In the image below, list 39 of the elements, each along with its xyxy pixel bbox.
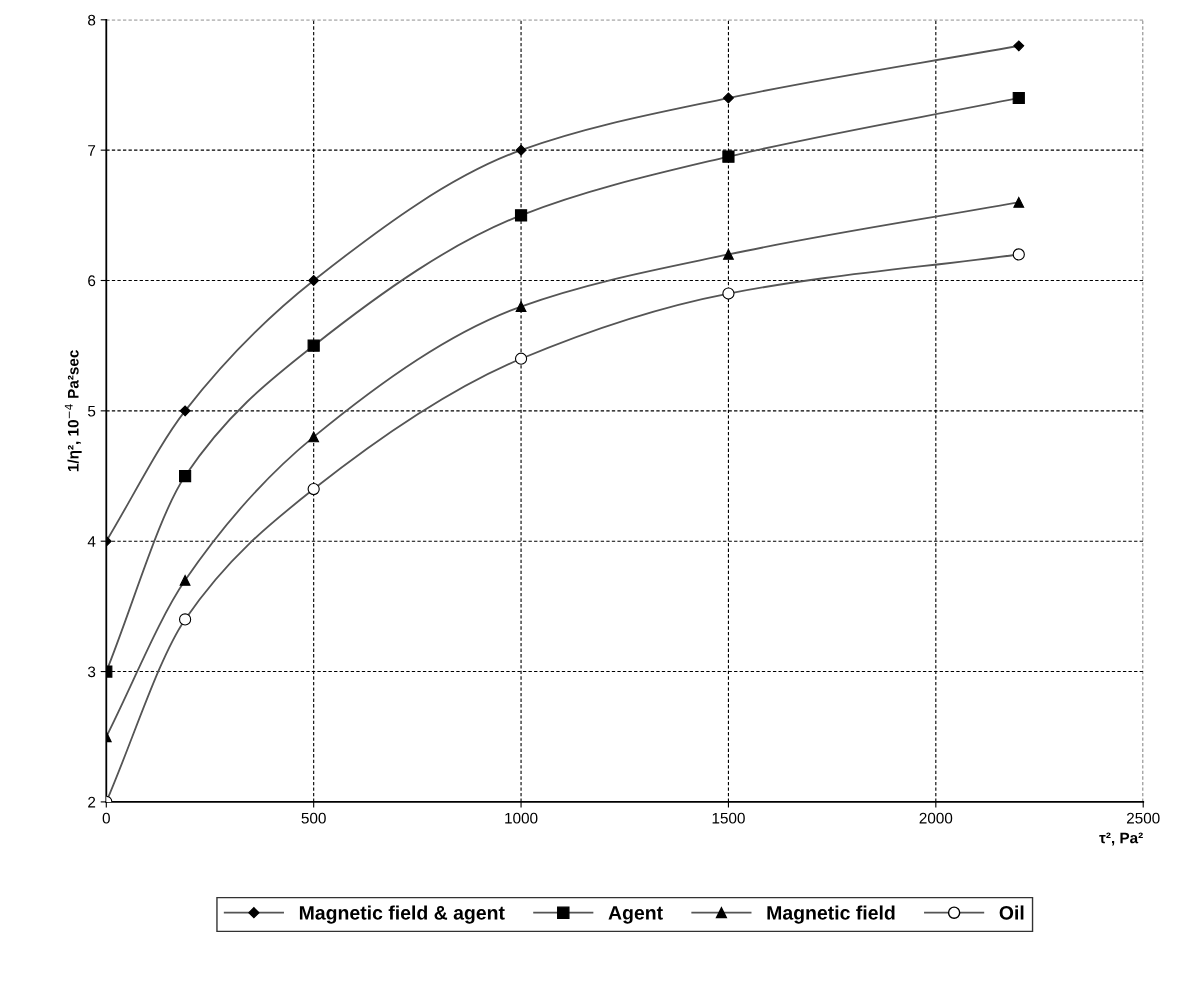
point	[1012, 248, 1025, 261]
point	[178, 469, 192, 483]
point	[179, 574, 191, 586]
y-tick-label: 2	[88, 796, 96, 808]
y-tick-label: 4	[87, 536, 96, 547]
point	[514, 352, 528, 365]
point	[515, 301, 527, 312]
legend-label: Magnetic field & agent	[299, 905, 505, 924]
y-axis-title: 1/η², 10$^{−4}$ Pa²sec	[64, 350, 82, 472]
y-tick-label: 6	[88, 275, 96, 287]
point	[308, 431, 320, 443]
y-tick-label: 5	[87, 405, 96, 417]
point	[1013, 40, 1025, 52]
x-tick-label: 1500	[712, 812, 745, 824]
point	[1012, 91, 1025, 105]
x-tick-label: 2000	[919, 812, 953, 824]
point	[307, 482, 320, 496]
legend-label: Agent	[608, 906, 663, 924]
legend-label: Oil	[999, 905, 1024, 920]
x-tick-label: 500	[301, 812, 326, 824]
point	[514, 209, 528, 222]
point	[307, 339, 320, 352]
point	[515, 144, 527, 156]
x-tick-label: 1000	[505, 812, 538, 824]
point	[1013, 196, 1025, 208]
point	[722, 150, 735, 163]
point	[308, 275, 320, 286]
y-tick-label: 7	[88, 145, 96, 156]
point	[722, 287, 735, 300]
point	[722, 92, 734, 104]
y-tick-label: 3	[87, 666, 96, 678]
point	[723, 249, 734, 260]
x-tick-label: 0	[102, 812, 110, 824]
x-tick-label: 2500	[1126, 812, 1160, 824]
legend-label: Magnetic field	[767, 905, 895, 924]
y-tick-label: 8	[88, 14, 96, 26]
point	[178, 613, 192, 626]
point	[179, 405, 191, 417]
x-axis-title: τ², Pa²	[1099, 832, 1143, 846]
